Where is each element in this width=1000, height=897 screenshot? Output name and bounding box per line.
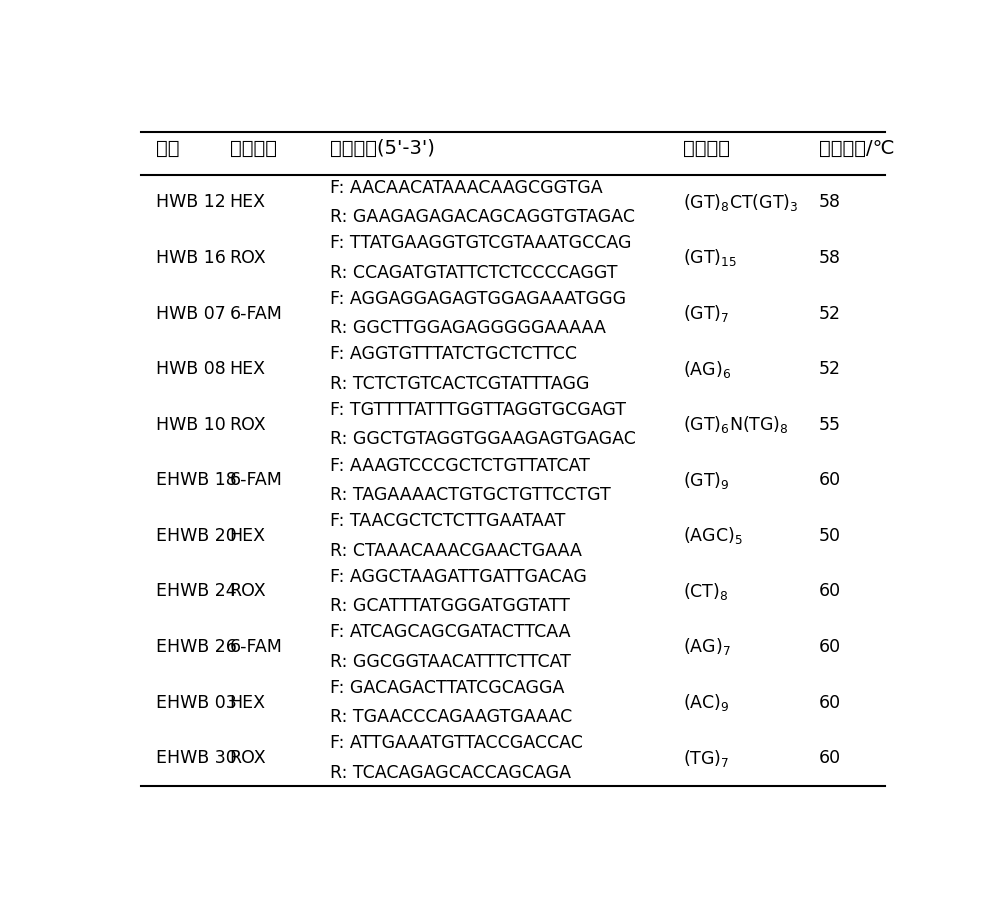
Text: 引物序列(5'-3'): 引物序列(5'-3') (330, 139, 435, 158)
Text: 6-FAM: 6-FAM (230, 638, 283, 656)
Text: EHWB 03: EHWB 03 (156, 693, 237, 711)
Text: HWB 16: HWB 16 (156, 249, 226, 267)
Text: HEX: HEX (230, 360, 266, 379)
Text: R: GGCTGTAGGTGGAAGAGTGAGAC: R: GGCTGTAGGTGGAAGAGTGAGAC (330, 431, 636, 448)
Text: F: TAACGCTCTCTTGAATAAT: F: TAACGCTCTCTTGAATAAT (330, 512, 566, 530)
Text: 退火温度/℃: 退火温度/℃ (819, 139, 894, 158)
Text: (GT)$_{7}$: (GT)$_{7}$ (683, 303, 729, 324)
Text: 60: 60 (819, 471, 841, 489)
Text: R: GGCGGTAACATTTCTTCAT: R: GGCGGTAACATTTCTTCAT (330, 653, 571, 671)
Text: (TG)$_{7}$: (TG)$_{7}$ (683, 747, 729, 769)
Text: F: AAAGTCCCGCTCTGTTATCAT: F: AAAGTCCCGCTCTGTTATCAT (330, 457, 590, 475)
Text: F: TGTTTTATTTGGTTAGGTGCGAGT: F: TGTTTTATTTGGTTAGGTGCGAGT (330, 401, 626, 419)
Text: (AGC)$_{5}$: (AGC)$_{5}$ (683, 526, 743, 546)
Text: 荧光基团: 荧光基团 (230, 139, 277, 158)
Text: 52: 52 (819, 360, 841, 379)
Text: EHWB 20: EHWB 20 (156, 527, 237, 544)
Text: F: AACAACATAAACAAGCGGTGA: F: AACAACATAAACAAGCGGTGA (330, 179, 603, 196)
Text: F: TTATGAAGGTGTCGTAAATGCCAG: F: TTATGAAGGTGTCGTAAATGCCAG (330, 234, 632, 252)
Text: HWB 10: HWB 10 (156, 415, 226, 433)
Text: R: TGAACCCAGAAGTGAAAC: R: TGAACCCAGAAGTGAAAC (330, 709, 573, 727)
Text: (GT)$_{8}$CT(GT)$_{3}$: (GT)$_{8}$CT(GT)$_{3}$ (683, 192, 798, 213)
Text: EHWB 30: EHWB 30 (156, 749, 237, 767)
Text: 50: 50 (819, 527, 841, 544)
Text: 60: 60 (819, 638, 841, 656)
Text: (CT)$_{8}$: (CT)$_{8}$ (683, 581, 728, 602)
Text: F: AGGAGGAGAGTGGAGAAATGGG: F: AGGAGGAGAGTGGAGAAATGGG (330, 290, 626, 308)
Text: (GT)$_{9}$: (GT)$_{9}$ (683, 470, 730, 491)
Text: R: GCATTTATGGGATGGTATT: R: GCATTTATGGGATGGTATT (330, 597, 570, 615)
Text: 6-FAM: 6-FAM (230, 305, 283, 323)
Text: HEX: HEX (230, 527, 266, 544)
Text: (GT)$_{6}$N(TG)$_{8}$: (GT)$_{6}$N(TG)$_{8}$ (683, 414, 789, 435)
Text: ROX: ROX (230, 415, 266, 433)
Text: R: CTAAACAAACGAACTGAAA: R: CTAAACAAACGAACTGAAA (330, 542, 582, 560)
Text: EHWB 24: EHWB 24 (156, 582, 237, 600)
Text: F: ATTGAAATGTTACCGACCAC: F: ATTGAAATGTTACCGACCAC (330, 735, 583, 753)
Text: (AG)$_{6}$: (AG)$_{6}$ (683, 359, 731, 379)
Text: (AG)$_{7}$: (AG)$_{7}$ (683, 637, 731, 658)
Text: HWB 08: HWB 08 (156, 360, 226, 379)
Text: R: TCTCTGTCACTCGTATTTAGG: R: TCTCTGTCACTCGTATTTAGG (330, 375, 590, 393)
Text: EHWB 26: EHWB 26 (156, 638, 237, 656)
Text: HWB 07: HWB 07 (156, 305, 226, 323)
Text: 60: 60 (819, 693, 841, 711)
Text: HEX: HEX (230, 693, 266, 711)
Text: R: TCACAGAGCACCAGCAGA: R: TCACAGAGCACCAGCAGA (330, 764, 571, 782)
Text: HWB 12: HWB 12 (156, 194, 226, 212)
Text: F: AGGTGTTTATCTGCTCTTCC: F: AGGTGTTTATCTGCTCTTCC (330, 345, 577, 363)
Text: 6-FAM: 6-FAM (230, 471, 283, 489)
Text: F: GACAGACTTATCGCAGGA: F: GACAGACTTATCGCAGGA (330, 679, 565, 697)
Text: 60: 60 (819, 582, 841, 600)
Text: F: ATCAGCAGCGATACTTCAA: F: ATCAGCAGCGATACTTCAA (330, 623, 571, 641)
Text: R: GAAGAGAGACAGCAGGTGTAGAC: R: GAAGAGAGACAGCAGGTGTAGAC (330, 208, 635, 226)
Text: 58: 58 (819, 194, 841, 212)
Text: ROX: ROX (230, 582, 266, 600)
Text: 重复序列: 重复序列 (683, 139, 730, 158)
Text: 位点: 位点 (156, 139, 180, 158)
Text: (GT)$_{15}$: (GT)$_{15}$ (683, 248, 737, 268)
Text: ROX: ROX (230, 249, 266, 267)
Text: 58: 58 (819, 249, 841, 267)
Text: ROX: ROX (230, 749, 266, 767)
Text: R: CCAGATGTATTCTCTCCCCAGGT: R: CCAGATGTATTCTCTCCCCAGGT (330, 264, 618, 282)
Text: 60: 60 (819, 749, 841, 767)
Text: R: TAGAAAACTGTGCTGTTCCTGT: R: TAGAAAACTGTGCTGTTCCTGT (330, 486, 611, 504)
Text: R: GGCTTGGAGAGGGGGAAAAA: R: GGCTTGGAGAGGGGGAAAAA (330, 319, 606, 337)
Text: 52: 52 (819, 305, 841, 323)
Text: EHWB 18: EHWB 18 (156, 471, 237, 489)
Text: HEX: HEX (230, 194, 266, 212)
Text: 55: 55 (819, 415, 841, 433)
Text: F: AGGCTAAGATTGATTGACAG: F: AGGCTAAGATTGATTGACAG (330, 568, 587, 586)
Text: (AC)$_{9}$: (AC)$_{9}$ (683, 692, 730, 713)
